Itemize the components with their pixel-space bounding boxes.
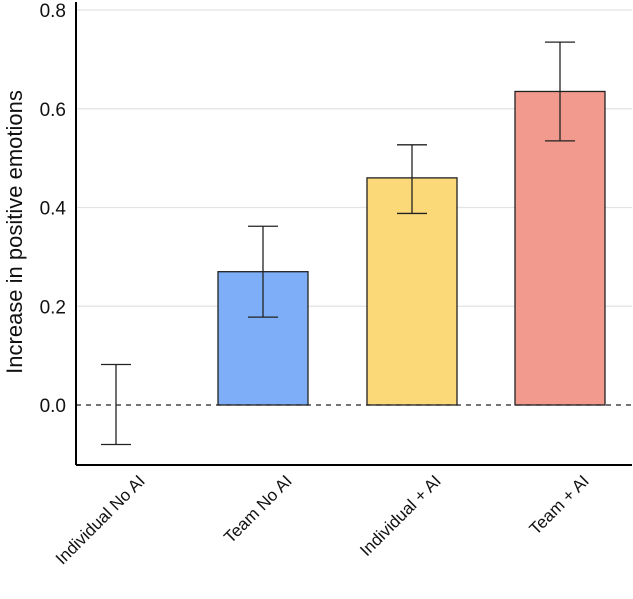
x-tick-label: Team + AI	[526, 471, 593, 538]
y-tick-label: 0.0	[40, 396, 66, 417]
y-tick-label: 0.8	[40, 1, 66, 22]
axes	[75, 2, 632, 466]
x-tick-label: Individual No AI	[52, 471, 149, 568]
x-tick-label: Team No AI	[220, 471, 296, 547]
y-axis-title: Increase in positive emotions	[2, 90, 27, 374]
bars	[217, 90, 606, 406]
y-tick-label: 0.6	[40, 100, 66, 121]
y-tick-label: 0.2	[40, 297, 66, 318]
x-tick-labels: Individual No AI Team No AI Individual + A…	[52, 471, 593, 568]
bar-2	[366, 177, 458, 406]
x-tick-label: Individual + AI	[356, 471, 445, 560]
bar-3	[514, 90, 606, 406]
y-tick-label: 0.4	[40, 199, 67, 220]
y-tick-labels: 0.0 0.2 0.4 0.6 0.8	[40, 1, 67, 417]
error-bars	[101, 41, 575, 446]
